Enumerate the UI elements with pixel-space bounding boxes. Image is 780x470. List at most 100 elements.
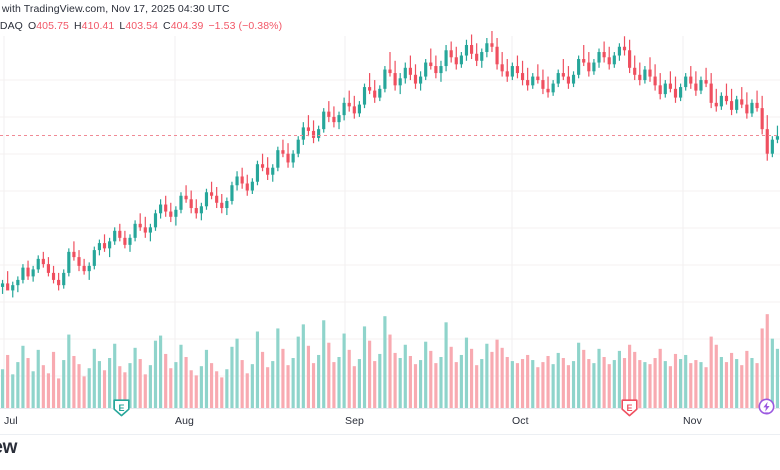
candle [735,95,739,114]
volume-bar [169,368,173,408]
volume-bar [245,373,249,408]
open-value: 405.75 [36,20,69,32]
volume-bar [164,353,168,408]
candle [429,48,433,70]
volume-bar [57,378,61,408]
volume-bar [327,342,331,408]
candle [199,202,203,221]
candle [286,143,290,168]
volume-bar [541,362,545,408]
volume-bar [485,343,489,408]
volume-bar [551,364,555,408]
volume-bar [612,360,616,408]
volume-bar [271,361,275,408]
candle [113,227,117,245]
volume-bar [357,359,361,408]
volume-bar [77,364,81,408]
candle [174,206,178,226]
volume-bar [291,358,295,408]
volume-bar [571,361,576,408]
candle [597,48,601,68]
volume-bar [123,372,127,408]
candle [352,95,356,119]
volume-bar [449,346,453,408]
volume-bar [760,328,764,408]
candle [245,174,249,196]
volume-pane[interactable] [0,300,780,408]
volume-bar [153,340,158,408]
candle [266,157,270,180]
candle [628,39,632,74]
candle [133,220,137,242]
volume-bar [454,362,458,408]
candle [347,90,351,112]
candle [449,41,453,63]
volume-bar [622,358,627,408]
low-label: L [119,20,126,32]
candle [62,269,66,289]
candle [337,111,341,130]
candle [424,59,428,81]
candle [536,64,540,84]
high-label: H [73,20,82,32]
volume-bar [362,326,367,408]
earnings-marker-red[interactable]: E [621,398,638,417]
candle [118,223,122,242]
candle [510,62,514,81]
candle [617,43,621,61]
candle [546,76,550,98]
close-label: C [163,20,171,32]
candle [215,187,219,209]
volume-bar [740,365,744,408]
candle [673,76,678,103]
candle [148,223,152,242]
candle [505,59,509,82]
volume-bar [505,357,509,408]
volume-bar [755,363,759,408]
x-tick-nov: Nov [683,415,702,427]
volume-bar [87,368,91,408]
volume-bar [648,364,652,408]
candle [362,83,367,109]
candle [755,90,759,112]
candle [587,52,591,77]
volume-bar [194,375,198,408]
candle [475,43,479,67]
volume-bar [724,362,729,408]
candle [72,241,76,261]
volume-bar [419,360,423,408]
volume-bar [347,349,351,408]
volume-bar [403,344,407,408]
volume-bar [398,358,402,408]
volume-bar [526,354,530,408]
volume-bar [704,367,708,408]
lightning-badge-icon [758,398,775,415]
volume-bar [592,363,596,408]
volume-bar [133,347,137,408]
candle [454,46,458,70]
candle [633,55,637,81]
volume-bar [72,355,76,408]
event-marker-lightning[interactable] [758,398,775,417]
volume-bar [383,316,387,408]
candle [97,239,101,256]
volume-bar [633,351,637,408]
volume-bar [36,349,40,408]
candle [189,190,193,214]
candle [230,181,234,205]
candle [378,85,382,102]
candle [301,122,305,145]
candle [699,76,703,95]
volume-bar [67,334,71,408]
volume-bar [520,359,525,408]
x-axis[interactable]: Jul Aug Sep Oct Nov [0,408,780,435]
volume-bar [373,361,377,408]
earnings-badge-label: E [626,402,633,413]
candle [459,52,463,68]
x-axis-baseline [0,434,780,435]
candle [164,195,168,217]
candle [51,265,56,284]
volume-bar [342,333,346,408]
volume-bar [709,336,713,408]
earnings-marker-green[interactable]: E [113,398,130,417]
